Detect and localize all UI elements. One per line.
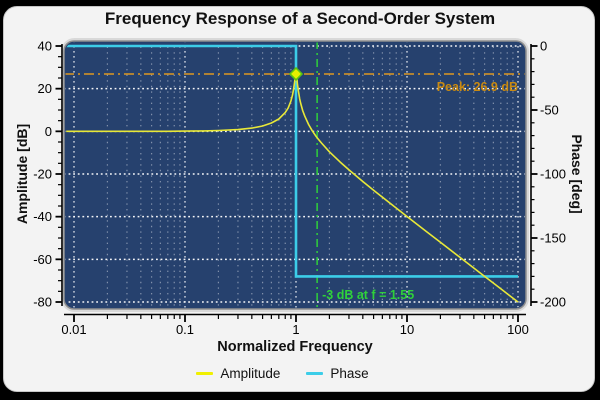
svg-text:-80: -80 xyxy=(33,295,52,310)
svg-text:0.1: 0.1 xyxy=(176,322,194,337)
amplitude-legend-label: Amplitude xyxy=(220,366,281,381)
series-curves xyxy=(66,44,519,303)
svg-text:10: 10 xyxy=(400,322,414,337)
svg-text:-150: -150 xyxy=(540,231,566,246)
right-tick-labels: 0 -50 -100 -150 -200 xyxy=(540,39,566,310)
chart-title: Frequency Response of a Second-Order Sys… xyxy=(104,9,496,28)
svg-text:100: 100 xyxy=(507,322,529,337)
phase-legend-swatch xyxy=(306,372,324,375)
svg-text:0: 0 xyxy=(45,124,52,139)
svg-text:20: 20 xyxy=(38,81,52,96)
legend-item-phase: Phase xyxy=(306,366,369,381)
svg-text:40: 40 xyxy=(38,39,52,54)
svg-text:0.01: 0.01 xyxy=(61,322,86,337)
left-axis-spine-ticks xyxy=(55,44,63,306)
phase-curve xyxy=(66,44,518,278)
svg-text:1: 1 xyxy=(292,322,299,337)
amplitude-legend-swatch xyxy=(196,372,214,375)
cutoff-annotation: -3 dB at f = 1.55 xyxy=(322,288,414,302)
svg-text:0: 0 xyxy=(540,39,547,54)
left-tick-labels: 40 20 0 -20 -40 -60 -80 xyxy=(33,39,52,310)
svg-text:-50: -50 xyxy=(540,103,559,118)
legend-item-amplitude: Amplitude xyxy=(196,366,280,381)
bottom-tick-labels: 0.01 0.1 1 10 100 xyxy=(61,322,529,337)
peak-annotation: Peak: 26.9 dB xyxy=(437,80,518,94)
svg-text:-20: -20 xyxy=(33,167,52,182)
svg-text:-60: -60 xyxy=(33,252,52,267)
right-axis-spine-ticks xyxy=(530,44,538,306)
svg-text:-200: -200 xyxy=(540,295,566,310)
peak-marker-diamond xyxy=(288,66,304,82)
annotation-lines xyxy=(65,42,525,308)
bottom-axis-spine-ticks xyxy=(64,313,526,322)
legend: Amplitude Phase xyxy=(0,366,565,381)
svg-text:-100: -100 xyxy=(540,167,566,182)
svg-text:-40: -40 xyxy=(33,209,52,224)
phase-legend-label: Phase xyxy=(330,366,369,381)
x-axis-title: Normalized Frequency xyxy=(217,339,373,355)
